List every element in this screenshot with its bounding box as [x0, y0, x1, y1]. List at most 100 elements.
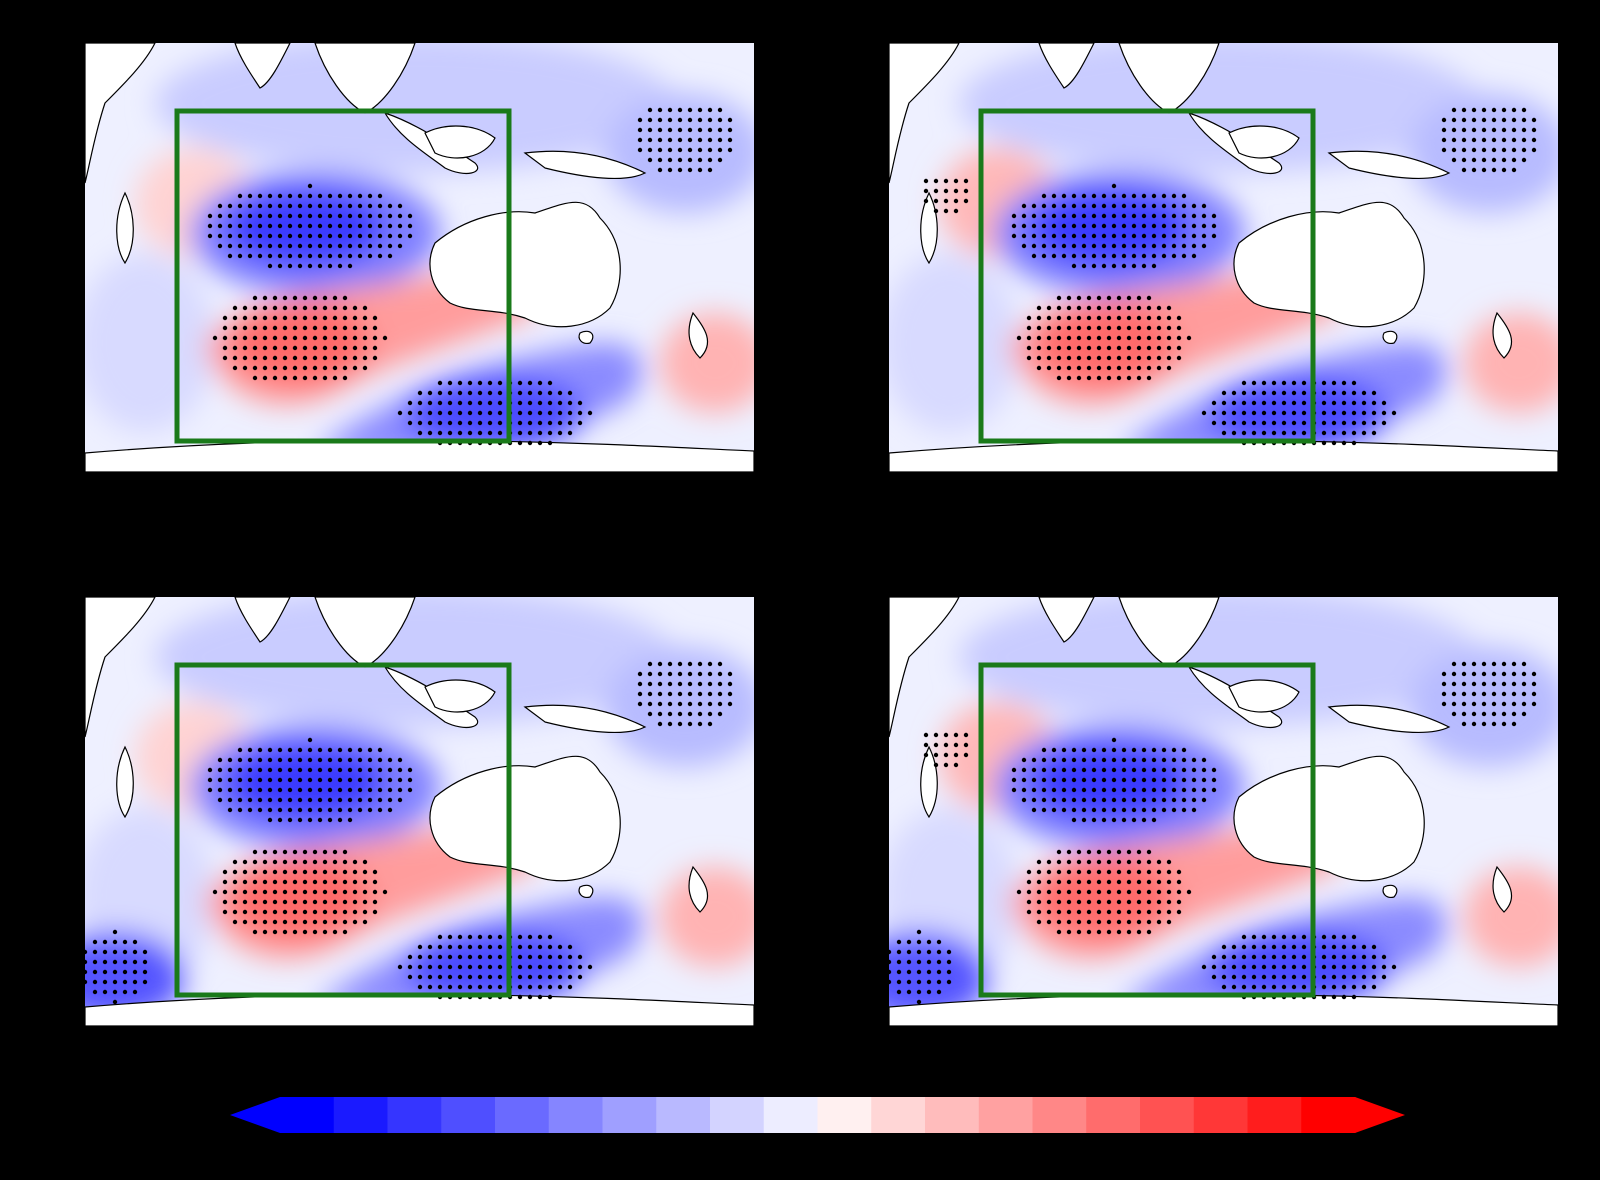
africa-landmass: [889, 43, 960, 184]
stipple-dot: [1361, 944, 1367, 950]
stipple-dot: [292, 849, 298, 855]
stipple-dot: [317, 777, 323, 783]
stipple-dot: [1026, 909, 1032, 915]
stipple-dot: [1451, 701, 1457, 707]
stipple-dot: [1036, 355, 1042, 361]
stipple-dot: [322, 869, 328, 875]
stipple-dot: [477, 954, 483, 960]
stipple-dot: [337, 213, 343, 219]
stipple-dot: [943, 198, 949, 204]
stipple-dot: [1046, 325, 1052, 331]
stipple-dot: [1191, 757, 1197, 763]
stipple-dot: [943, 732, 949, 738]
stipple-dot: [727, 137, 733, 143]
stipple-dot: [332, 899, 338, 905]
colorbar-extend-low: [230, 1097, 280, 1133]
stipple-dot: [367, 213, 373, 219]
stipple-dot: [132, 969, 138, 975]
stipple-dot: [337, 797, 343, 803]
stipple-dot: [112, 969, 118, 975]
stipple-dot: [1091, 757, 1097, 763]
stipple-dot: [1521, 671, 1527, 677]
stipple-dot: [222, 909, 228, 915]
stipple-dot: [267, 787, 273, 793]
stipple-dot: [1086, 929, 1092, 935]
stipple-dot: [247, 233, 253, 239]
stipple-dot: [347, 263, 353, 269]
stipple-dot: [1056, 295, 1062, 301]
stipple-dot: [697, 107, 703, 113]
stipple-dot: [367, 787, 373, 793]
stipple-dot: [1171, 807, 1177, 813]
stipple-dot: [417, 390, 423, 396]
stipple-dot: [317, 193, 323, 199]
stipple-dot: [487, 380, 493, 386]
stipple-dot: [1531, 691, 1537, 697]
stipple-dot: [1381, 400, 1387, 406]
stipple-dot: [112, 989, 118, 995]
stipple-dot: [232, 899, 238, 905]
stipple-dot: [297, 203, 303, 209]
stipple-dot: [397, 203, 403, 209]
stipple-dot: [667, 117, 673, 123]
stipple-dot: [687, 681, 693, 687]
stipple-dot: [277, 193, 283, 199]
stipple-dot: [312, 355, 318, 361]
stipple-dot: [457, 984, 463, 990]
stipple-dot: [292, 859, 298, 865]
stipple-dot: [357, 213, 363, 219]
stipple-dot: [347, 757, 353, 763]
india-landmass: [1038, 43, 1095, 89]
stipple-dot: [1511, 711, 1517, 717]
stipple-dot: [667, 681, 673, 687]
stipple-dot: [1201, 243, 1207, 249]
stipple-dot: [1451, 137, 1457, 143]
stipple-dot: [1261, 400, 1267, 406]
stipple-dot: [252, 355, 258, 361]
stipple-dot: [1171, 193, 1177, 199]
stipple-dot: [1481, 137, 1487, 143]
stipple-dot: [1011, 223, 1017, 229]
stipple-dot: [287, 243, 293, 249]
stipple-dot: [307, 777, 313, 783]
stipple-dot: [707, 711, 713, 717]
stipple-dot: [242, 335, 248, 341]
stipple-dot: [1231, 410, 1237, 416]
stipple-dot: [727, 147, 733, 153]
stipple-dot: [347, 253, 353, 259]
stipple-dot: [667, 107, 673, 113]
stipple-dot: [237, 243, 243, 249]
stipple-dot: [1271, 430, 1277, 436]
stipple-dot: [1031, 223, 1037, 229]
stipple-dot: [367, 253, 373, 259]
stipple-dot: [717, 117, 723, 123]
stipple-dot: [242, 859, 248, 865]
stipple-dot: [1036, 889, 1042, 895]
stipple-dot: [92, 959, 98, 965]
stipple-dot: [1321, 944, 1327, 950]
stipple-dot: [222, 889, 228, 895]
stipple-dot: [916, 929, 922, 935]
stipple-dot: [272, 859, 278, 865]
stipple-dot: [1341, 440, 1347, 446]
stipple-dot: [1351, 430, 1357, 436]
stipple-dot: [1191, 767, 1197, 773]
stipple-dot: [1076, 365, 1082, 371]
stipple-dot: [1091, 243, 1097, 249]
stipple-dot: [1051, 253, 1057, 259]
stipple-dot: [1291, 954, 1297, 960]
stipple-dot: [1441, 691, 1447, 697]
stipple-dot: [567, 974, 573, 980]
stipple-dot: [1321, 390, 1327, 396]
stipple-dot: [697, 711, 703, 717]
stipple-dot: [1101, 263, 1107, 269]
stipple-dot: [667, 691, 673, 697]
stipple-dot: [687, 721, 693, 727]
stipple-dot: [916, 969, 922, 975]
stipple-dot: [282, 929, 288, 935]
stipple-dot: [397, 223, 403, 229]
stipple-dot: [1371, 944, 1377, 950]
stipple-dot: [297, 243, 303, 249]
stipple-dot: [347, 213, 353, 219]
stipple-dot: [467, 954, 473, 960]
